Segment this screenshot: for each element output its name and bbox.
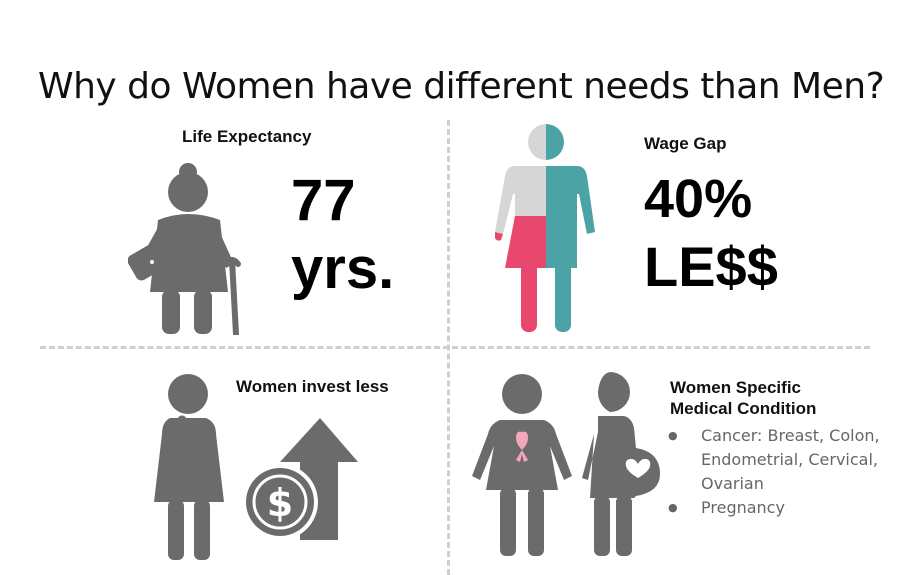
invest-label: Women invest less [236,377,389,396]
wage-gap-unit: LE$$ [644,235,778,298]
life-expectancy-unit: yrs. [291,236,395,301]
thinking-woman-icon [154,374,224,560]
horizontal-divider [40,346,870,349]
list-item: Cancer: Breast, Colon, Endometrial, Cerv… [668,424,881,496]
wage-gap-value: 40% [644,169,753,229]
woman-with-pink-ribbon-icon [472,374,572,556]
pregnant-woman-icon [582,372,660,556]
life-expectancy-label: Life Expectancy [182,127,312,146]
woman-man-split-figure-icon [495,124,595,332]
svg-text:$: $ [267,481,293,525]
life-expectancy-value: 77 [291,168,356,233]
medical-label-line1: Women Specific [670,378,801,397]
medical-condition-list: Cancer: Breast, Colon, Endometrial, Cerv… [668,424,881,520]
medical-label: Women Specific Medical Condition [670,377,816,419]
medical-label-line2: Medical Condition [670,399,817,418]
list-item-text: Pregnancy [701,498,785,517]
elderly-woman-with-cane-icon [128,163,241,335]
page-title: Why do Women have different needs than M… [38,66,885,107]
dollar-up-arrow-icon: $ [242,418,358,540]
wage-gap-label: Wage Gap [644,134,727,153]
list-item: Pregnancy [668,496,881,520]
list-item-text: Cancer: Breast, Colon, Endometrial, Cerv… [701,426,880,493]
